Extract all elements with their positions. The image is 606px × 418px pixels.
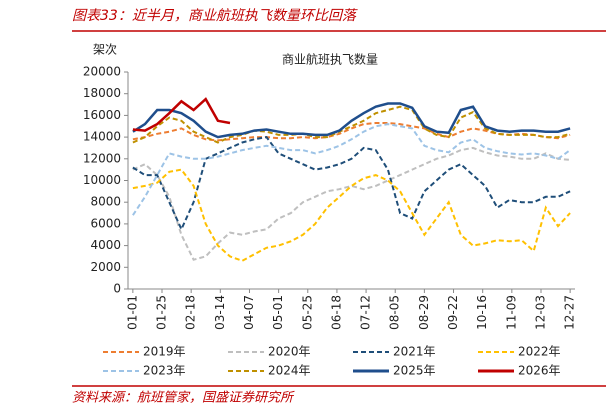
x-tick-label: 10-16 — [475, 295, 489, 330]
x-tick-label: 03-14 — [213, 295, 227, 330]
header-title: 图表33：近半月，商业航班执飞数量环比回落 — [72, 8, 358, 24]
x-tick-label: 05-25 — [300, 295, 314, 330]
y-tick-label: 0 — [113, 282, 121, 296]
series-line — [132, 122, 571, 142]
x-tick-label: 12-27 — [563, 295, 577, 330]
x-tick-label: 01-01 — [125, 295, 139, 330]
y-axis-label: 架次 — [93, 43, 117, 57]
x-tick-label: 07-12 — [359, 295, 373, 330]
series-line — [132, 168, 571, 262]
chart-title: 商业航班执飞数量 — [282, 52, 378, 67]
y-tick-label: 16000 — [83, 108, 121, 122]
y-tick-label: 6000 — [90, 216, 121, 230]
y-tick-label: 8000 — [90, 195, 121, 209]
x-tick-label: 09-22 — [446, 295, 460, 330]
y-tick-label: 2000 — [90, 260, 121, 274]
series-line — [132, 123, 571, 216]
legend-label: 2022年 — [518, 345, 561, 359]
y-tick-label: 20000 — [83, 65, 121, 79]
series-line — [132, 102, 571, 139]
x-tick-label: 08-29 — [417, 295, 431, 330]
y-tick-label: 18000 — [83, 86, 121, 100]
y-tick-label: 14000 — [83, 130, 121, 144]
legend-label: 2019年 — [143, 345, 186, 359]
legend-label: 2021年 — [393, 345, 436, 359]
legend-label: 2025年 — [393, 364, 436, 378]
x-tick-label: 12-03 — [533, 295, 547, 330]
x-tick-label: 01-25 — [155, 295, 169, 330]
series-line — [132, 146, 571, 261]
legend-label: 2023年 — [143, 364, 186, 378]
x-tick-label: 06-18 — [329, 295, 343, 330]
x-tick-label: 11-09 — [504, 295, 518, 330]
x-tick-label: 05-01 — [271, 295, 285, 330]
x-tick-label: 08-05 — [388, 295, 402, 330]
series-line — [132, 97, 231, 132]
legend-label: 2026年 — [518, 364, 561, 378]
legend-label: 2024年 — [268, 364, 311, 378]
y-tick-label: 10000 — [83, 173, 121, 187]
legend-label: 2020年 — [268, 345, 311, 359]
x-tick-label: 02-18 — [184, 295, 198, 330]
y-tick-label: 12000 — [83, 151, 121, 165]
y-tick-label: 4000 — [90, 238, 121, 252]
x-tick-label: 04-07 — [242, 295, 256, 330]
series-line — [132, 136, 571, 232]
source-note: 资料来源：航班管家，国盛证券研究所 — [72, 390, 295, 406]
